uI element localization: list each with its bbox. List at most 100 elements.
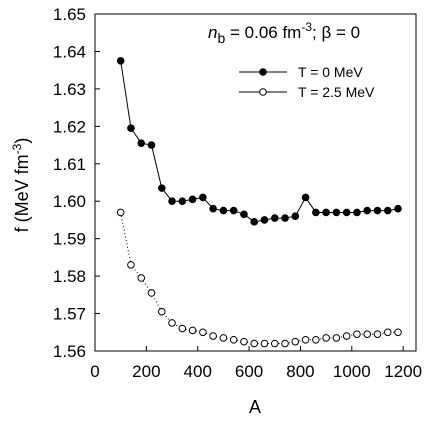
data-point bbox=[301, 335, 310, 344]
x-tick-label: 0 bbox=[90, 362, 99, 381]
data-point bbox=[199, 328, 207, 337]
legend-entry-t0: T = 0 MeV bbox=[239, 64, 363, 80]
y-tick-label: 1.60 bbox=[53, 192, 86, 211]
data-point bbox=[209, 204, 217, 213]
data-point bbox=[332, 334, 341, 342]
data-point bbox=[188, 195, 197, 204]
annotation-eq: = 0.06 fm bbox=[225, 23, 301, 42]
annotation-rest: ; β = 0 bbox=[312, 23, 360, 42]
data-point bbox=[157, 307, 166, 316]
data-point bbox=[260, 216, 269, 224]
y-tick-label: 1.59 bbox=[53, 230, 86, 249]
x-tick-label: 1000 bbox=[333, 362, 371, 381]
y-axis-title-main: f (MeV fm bbox=[12, 154, 32, 232]
y-tick-label: 1.58 bbox=[53, 267, 86, 286]
data-point bbox=[383, 206, 392, 215]
data-point bbox=[322, 334, 330, 342]
y-axis: 1.56 1.57 1.58 1.59 1.60 1.61 1.62 1.63 1.64 1.65 bbox=[53, 5, 100, 361]
x-axis: 0 200 400 600 800 1000 1200 bbox=[90, 346, 422, 381]
data-point bbox=[312, 208, 320, 217]
data-point bbox=[373, 206, 382, 215]
data-point bbox=[240, 337, 248, 346]
data-point bbox=[240, 210, 248, 219]
y-tick-label: 1.65 bbox=[53, 5, 86, 24]
data-point bbox=[373, 330, 382, 338]
data-point bbox=[157, 184, 166, 192]
data-point bbox=[322, 208, 330, 217]
x-tick-label: 400 bbox=[184, 362, 212, 381]
x-tick-label: 800 bbox=[286, 362, 314, 381]
data-point bbox=[168, 197, 176, 206]
data-point bbox=[301, 193, 310, 202]
y-axis-title-end: ) bbox=[12, 138, 32, 144]
annotation-sup: -3 bbox=[301, 20, 312, 34]
data-point bbox=[188, 326, 197, 335]
data-point bbox=[383, 328, 392, 337]
legend-label-t25: T = 2.5 MeV bbox=[298, 84, 375, 100]
y-axis-title-sup: -3 bbox=[10, 143, 24, 154]
data-point bbox=[178, 197, 187, 206]
legend-marker-t0 bbox=[259, 68, 267, 76]
data-point bbox=[127, 124, 135, 133]
data-point bbox=[394, 328, 402, 337]
legend-marker-t25 bbox=[259, 88, 267, 96]
y-tick-label: 1.61 bbox=[53, 155, 86, 174]
data-point bbox=[137, 274, 146, 282]
annotation-n: n bbox=[208, 23, 217, 42]
data-point bbox=[229, 206, 238, 215]
data-point bbox=[260, 339, 269, 348]
data-point bbox=[209, 332, 217, 340]
data-point bbox=[116, 57, 125, 65]
data-point bbox=[332, 208, 341, 217]
data-point bbox=[137, 139, 146, 147]
data-point bbox=[219, 334, 228, 342]
data-point bbox=[394, 204, 402, 213]
x-tick-label: 200 bbox=[132, 362, 160, 381]
data-point bbox=[127, 261, 135, 269]
data-point bbox=[219, 206, 228, 215]
data-point bbox=[250, 339, 259, 348]
data-point bbox=[199, 193, 207, 202]
data-point bbox=[168, 319, 176, 327]
series-line bbox=[120, 212, 399, 345]
data-point bbox=[147, 141, 156, 149]
x-tick-label: 600 bbox=[235, 362, 263, 381]
y-tick-label: 1.57 bbox=[53, 305, 86, 324]
data-point bbox=[353, 208, 361, 217]
data-point bbox=[178, 324, 187, 333]
series-layer bbox=[116, 57, 402, 348]
data-point bbox=[291, 337, 300, 346]
x-axis-title: A bbox=[249, 397, 261, 417]
data-point bbox=[363, 330, 372, 338]
legend-label-t0: T = 0 MeV bbox=[298, 64, 363, 80]
data-point bbox=[250, 218, 259, 226]
series-line bbox=[120, 60, 399, 223]
x-tick-label: 1200 bbox=[384, 362, 422, 381]
legend-entry-t25: T = 2.5 MeV bbox=[239, 84, 375, 100]
data-point bbox=[229, 335, 238, 344]
data-point bbox=[342, 332, 351, 340]
data-point bbox=[291, 212, 300, 220]
data-point bbox=[312, 335, 320, 344]
y-tick-label: 1.64 bbox=[53, 42, 86, 61]
plot-frame bbox=[94, 13, 417, 352]
y-tick-label: 1.56 bbox=[53, 342, 86, 361]
data-point bbox=[363, 206, 372, 215]
y-tick-label: 1.62 bbox=[53, 117, 86, 136]
data-point bbox=[270, 214, 279, 222]
data-point bbox=[281, 339, 289, 348]
condition-annotation: nb = 0.06 fm-3; β = 0 bbox=[208, 20, 360, 46]
data-point bbox=[353, 330, 361, 338]
annotation-n-sub: b bbox=[217, 30, 225, 46]
data-point bbox=[342, 208, 351, 217]
series-t25 bbox=[116, 208, 402, 348]
y-tick-label: 1.63 bbox=[53, 80, 86, 99]
data-point bbox=[147, 289, 156, 297]
y-axis-title: f (MeV fm-3) bbox=[10, 138, 32, 233]
legend: T = 0 MeV T = 2.5 MeV bbox=[239, 64, 375, 100]
data-point bbox=[270, 339, 279, 348]
series-t0 bbox=[116, 57, 402, 226]
data-point bbox=[116, 208, 125, 217]
data-point bbox=[281, 214, 289, 222]
